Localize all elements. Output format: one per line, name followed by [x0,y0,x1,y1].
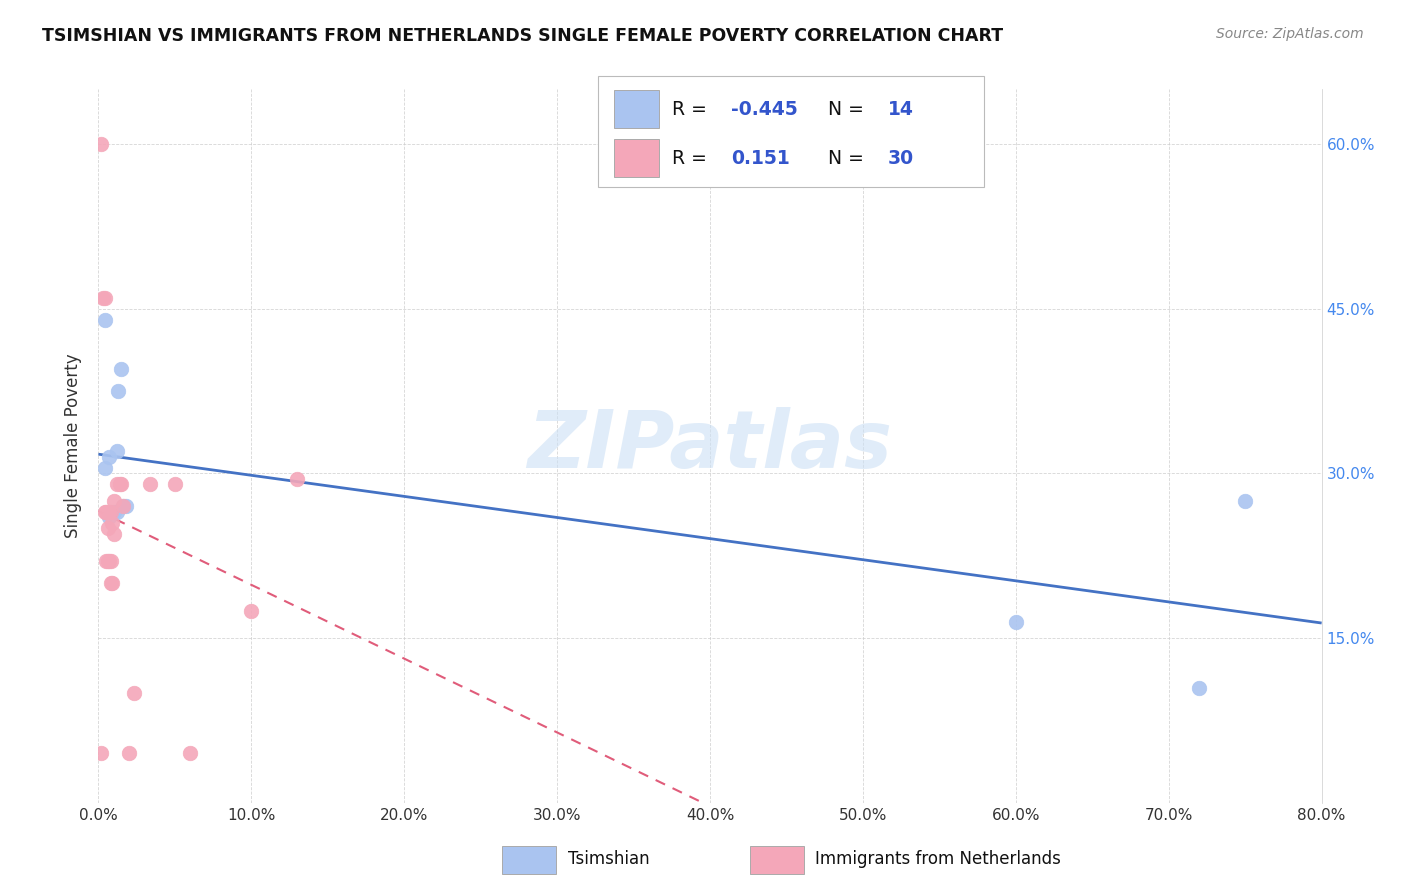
Point [90,137,112,152]
Text: ZIPatlas: ZIPatlas [527,407,893,485]
Point [108,477,131,491]
FancyBboxPatch shape [749,846,804,873]
Point [105,444,128,458]
Point [103,494,125,508]
Point [110,477,132,491]
Text: 0.151: 0.151 [731,149,790,168]
Point [91,291,114,305]
Text: 14: 14 [887,100,914,119]
FancyBboxPatch shape [614,139,658,178]
Point [139,477,162,491]
Point [122,686,145,700]
Point [100,576,122,591]
Point [100,505,122,519]
Text: Tsimshian: Tsimshian [568,849,650,868]
Point [107,384,129,398]
Point [100,554,122,568]
Y-axis label: Single Female Poverty: Single Female Poverty [65,354,83,538]
Text: 30: 30 [887,149,914,168]
Point [1188,681,1211,695]
Point [163,477,186,491]
Point [94,554,117,568]
Point [97,554,120,568]
Point [285,472,308,486]
Point [110,362,132,376]
Point [1004,615,1026,629]
Point [101,576,124,591]
Point [105,505,128,519]
Point [93,505,115,519]
Point [90,747,112,761]
Point [118,747,141,761]
Point [103,526,125,541]
Point [1234,494,1257,508]
Text: -0.445: -0.445 [731,100,799,119]
Text: Immigrants from Netherlands: Immigrants from Netherlands [815,849,1062,868]
Point [97,521,120,535]
Text: TSIMSHIAN VS IMMIGRANTS FROM NETHERLANDS SINGLE FEMALE POVERTY CORRELATION CHART: TSIMSHIAN VS IMMIGRANTS FROM NETHERLANDS… [42,27,1004,45]
Point [98,450,121,464]
Text: Source: ZipAtlas.com: Source: ZipAtlas.com [1216,27,1364,41]
Point [115,500,138,514]
Text: N =: N = [828,100,870,119]
Point [97,505,120,519]
FancyBboxPatch shape [614,90,658,128]
Point [93,461,115,475]
Point [93,291,115,305]
Point [98,505,121,519]
Text: N =: N = [828,149,870,168]
Point [93,312,115,326]
Text: R =: R = [672,100,713,119]
Point [94,505,117,519]
FancyBboxPatch shape [502,846,557,873]
Text: R =: R = [672,149,713,168]
Point [105,477,128,491]
Point [98,554,121,568]
Point [101,516,124,530]
Point [103,505,125,519]
Point [111,500,134,514]
Point [98,510,121,524]
Point [179,747,201,761]
Point [111,500,134,514]
Point [240,604,263,618]
